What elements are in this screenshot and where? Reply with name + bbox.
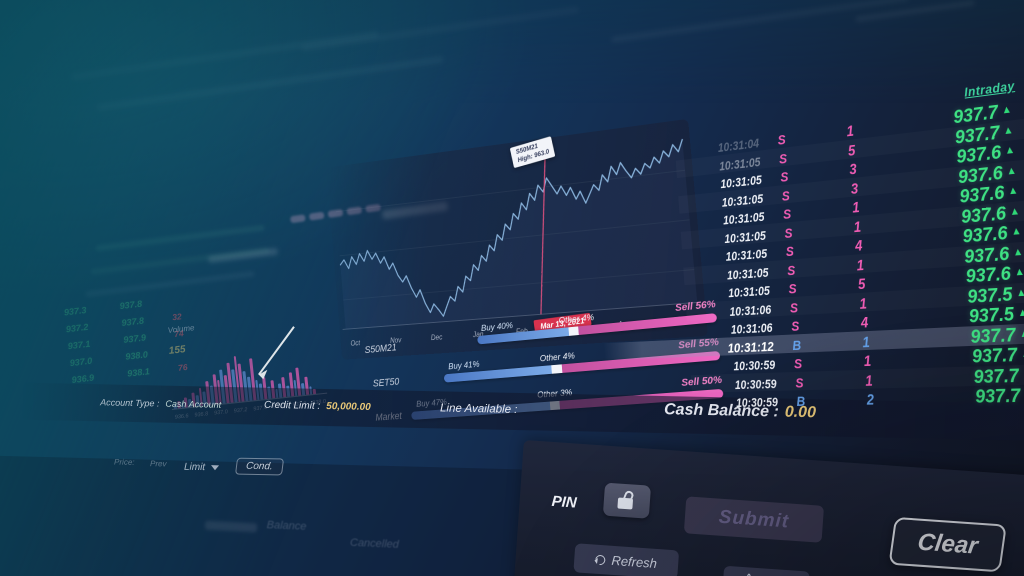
trade-side: S (793, 356, 803, 373)
trade-qty: 1 (864, 372, 874, 390)
ask-price: 937.8 (118, 298, 143, 311)
account-type-label: Account Type : (100, 397, 160, 409)
trade-price: 937.7 (974, 384, 1022, 408)
trade-time: 10:30:59 (732, 358, 776, 374)
gauge-buy-label: Buy 41% (447, 358, 480, 372)
deco-faint-ticker-row (611, 0, 909, 43)
deco-faint-watchlist-row (95, 224, 265, 252)
bid-price: 937.1 (67, 338, 91, 351)
order-type-select[interactable]: Limit (183, 461, 220, 474)
gauge-symbol-label: S50M21 (364, 342, 398, 356)
deco-faint-ticker-row (96, 55, 444, 112)
credit-limit-value: 50,000.00 (326, 401, 371, 413)
ask-price: 937.8 (120, 315, 145, 328)
price-label: Price: (114, 457, 135, 467)
depth-extra-value (152, 299, 180, 302)
trade-qty: 1 (863, 353, 872, 370)
deco-faint-ticker-row (855, 0, 975, 23)
price-up-arrow-icon: ▲ (1012, 245, 1024, 259)
refresh-button[interactable]: Refresh (573, 543, 680, 576)
trade-qty: 5 (857, 276, 866, 293)
order-type-value: Limit (183, 461, 206, 474)
trade-qty: 1 (856, 257, 865, 274)
account-type-value: Cash Account (165, 398, 222, 410)
pin-label: PIN (551, 492, 578, 512)
price-up-arrow-icon: ▲ (1020, 347, 1024, 361)
chevron-down-icon (211, 465, 220, 471)
depth-extra-value: 32 (171, 310, 183, 322)
price-up-arrow-icon: ▲ (1002, 123, 1014, 137)
condition-button[interactable]: Cond. (235, 457, 284, 476)
trade-qty: 1 (861, 334, 871, 351)
trade-side: B (795, 393, 806, 410)
ask-price: 938.1 (126, 365, 151, 379)
trade-qty: 2 (866, 392, 875, 409)
trade-side: S (790, 318, 800, 335)
more-button[interactable]: ^ More (721, 565, 810, 576)
refresh-label: Refresh (611, 552, 658, 571)
submit-button[interactable]: Submit (683, 496, 825, 543)
chevron-up-icon: ^ (745, 572, 752, 576)
price-up-arrow-icon: ▲ (1007, 184, 1019, 198)
price-up-arrow-icon: ▲ (1005, 164, 1018, 178)
trade-side: S (788, 281, 798, 298)
trade-side: S (794, 375, 804, 391)
prev-label: Prev (149, 459, 167, 469)
deco-faint-ticker-row (300, 6, 580, 52)
status-tabs: Balance Cancelled (181, 505, 483, 576)
price-up-arrow-icon: ▲ (1018, 327, 1024, 340)
deco-faint-watchlist-row (90, 247, 270, 275)
account-type-field: Account Type : Cash Account (100, 397, 221, 410)
trade-time: 10:30:59 (735, 395, 779, 410)
tab-cancelled[interactable]: Cancelled (349, 536, 400, 551)
trade-side: B (791, 337, 802, 354)
bid-price: 937.3 (63, 304, 87, 317)
tab-balance[interactable]: Balance (266, 519, 307, 533)
trade-time: 10:31:12 (727, 338, 775, 356)
refresh-icon (593, 552, 608, 567)
gauge-other-segment (551, 363, 563, 374)
trade-rows: 10:31:04 S 1 937.7 ▲ 10:31:05 S 5 937.7 ▲ 10:31:05… (603, 98, 1024, 411)
gauge-other-label: Other 4% (558, 311, 595, 326)
credit-limit-label: Credit Limit : (263, 399, 321, 412)
order-entry-row: Price: Prev Limit Cond. (48, 440, 469, 497)
credit-limit-field: Credit Limit : 50,000.00 (264, 400, 371, 413)
price-up-arrow-icon: ▲ (1010, 225, 1022, 239)
trade-qty: 1 (858, 295, 868, 313)
price-up-arrow-icon: ▲ (1017, 306, 1024, 320)
time-and-sales-panel: Intraday 10:31:04 S 1 937.7 ▲ 10:31:05 S 5 937.7… (603, 77, 1024, 411)
volume-title: Volume (167, 323, 195, 335)
gauge-buy-label: Buy 40% (480, 319, 514, 334)
line-available-label: Line Available : (439, 402, 518, 417)
trade-time: 10:30:59 (734, 376, 777, 392)
trade-side: S (789, 299, 799, 316)
trade-side: S (786, 262, 796, 279)
bid-price: 937.0 (69, 355, 93, 368)
price-up-arrow-icon: ▲ (1001, 103, 1013, 117)
price-up-arrow-icon: ▲ (1009, 205, 1021, 218)
ask-price: 938.0 (124, 348, 149, 362)
gauge-other-label: Other 4% (539, 350, 576, 364)
line-available-field: Line Available : (440, 402, 524, 416)
price-up-arrow-icon: ▲ (1015, 286, 1024, 300)
unlock-pin-button[interactable] (602, 482, 652, 519)
ask-price: 937.9 (122, 331, 147, 345)
deco-faint-ticker-row (71, 30, 379, 81)
deco-blurred-label (207, 247, 279, 264)
price-up-arrow-icon: ▲ (1004, 144, 1016, 158)
trade-qty: 4 (860, 315, 869, 332)
bid-price: 937.2 (65, 321, 89, 334)
price-up-arrow-icon: ▲ (1013, 266, 1024, 279)
